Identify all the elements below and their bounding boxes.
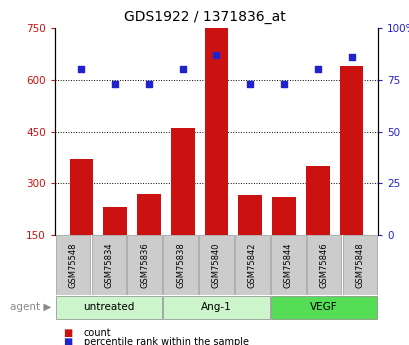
Bar [56, 235, 90, 295]
Bar [339, 66, 362, 235]
Point [78, 67, 85, 72]
Bar [56, 296, 162, 319]
Text: ■: ■ [63, 328, 72, 338]
Bar [270, 296, 376, 319]
Text: Ang-1: Ang-1 [201, 303, 231, 313]
Bar [171, 128, 194, 235]
Bar [199, 235, 233, 295]
Point [213, 52, 219, 58]
Bar [137, 194, 160, 235]
Text: GSM75834: GSM75834 [104, 242, 113, 288]
Point [314, 67, 320, 72]
Text: GSM75844: GSM75844 [283, 242, 292, 288]
Point [145, 81, 152, 87]
Text: VEGF: VEGF [310, 303, 337, 313]
Bar [238, 195, 261, 235]
Bar [306, 235, 341, 295]
Bar [270, 235, 305, 295]
Bar [163, 296, 269, 319]
Bar [127, 235, 162, 295]
Bar [91, 235, 126, 295]
Bar [204, 28, 228, 235]
Text: ■: ■ [63, 337, 72, 345]
Text: GSM75838: GSM75838 [176, 242, 184, 288]
Text: percentile rank within the sample: percentile rank within the sample [83, 337, 248, 345]
Bar [103, 207, 127, 235]
Text: GSM75840: GSM75840 [211, 242, 220, 288]
Bar [272, 197, 295, 235]
Text: GSM75548: GSM75548 [68, 242, 77, 288]
Text: GDS1922 / 1371836_at: GDS1922 / 1371836_at [124, 10, 285, 24]
Text: GSM75848: GSM75848 [355, 242, 364, 288]
Point [112, 81, 118, 87]
Text: count: count [83, 328, 111, 338]
Bar [70, 159, 93, 235]
Bar [342, 235, 376, 295]
Point [347, 54, 354, 60]
Text: GSM75846: GSM75846 [319, 242, 328, 288]
Point [246, 81, 253, 87]
Bar [305, 166, 329, 235]
Text: agent ▶: agent ▶ [9, 303, 51, 313]
Point [179, 67, 186, 72]
Text: untreated: untreated [83, 303, 134, 313]
Text: GSM75842: GSM75842 [247, 242, 256, 288]
Text: GSM75836: GSM75836 [140, 242, 149, 288]
Point [280, 81, 287, 87]
Bar [235, 235, 269, 295]
Bar [163, 235, 198, 295]
